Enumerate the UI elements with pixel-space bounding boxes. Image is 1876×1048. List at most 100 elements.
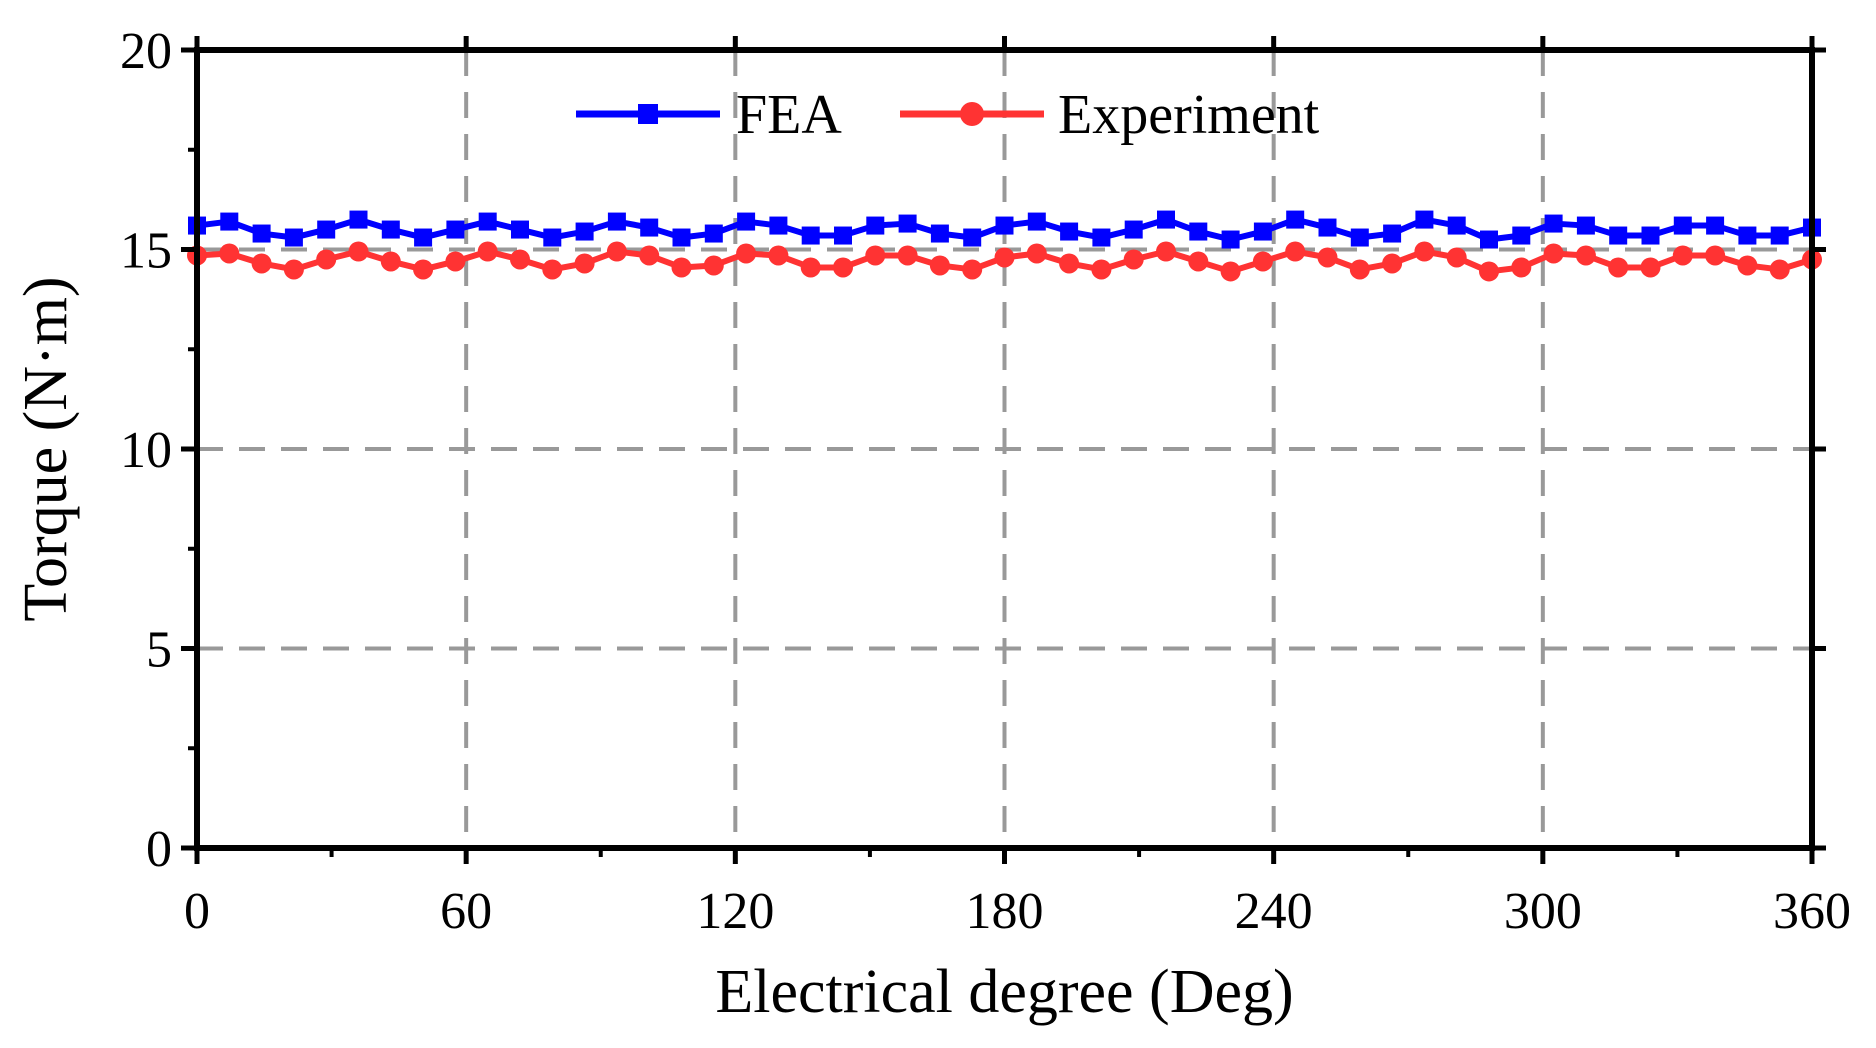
experiment-point <box>1317 247 1338 268</box>
fea-point <box>1770 226 1789 245</box>
x-tick-label: 120 <box>696 883 774 940</box>
experiment-point <box>1414 241 1435 262</box>
experiment-point <box>1252 251 1273 272</box>
experiment-point <box>542 259 563 280</box>
x-tick-label: 0 <box>184 883 210 940</box>
fea-point <box>963 228 982 247</box>
fea-point <box>834 226 852 245</box>
x-tick-label: 300 <box>1504 883 1582 940</box>
experiment-point <box>897 245 918 266</box>
fea-point <box>575 222 594 241</box>
fea-point <box>381 220 400 239</box>
series-layer <box>187 210 1822 282</box>
fea-point <box>1383 224 1402 243</box>
experiment-point <box>1511 257 1532 278</box>
fea-point <box>1221 230 1240 249</box>
experiment-point <box>1091 259 1112 280</box>
experiment-point <box>1705 245 1726 266</box>
experiment-point <box>1156 241 1176 262</box>
fea-point <box>640 218 659 237</box>
fea-point <box>317 220 336 239</box>
experiment-point <box>1026 243 1047 264</box>
experiment-point <box>1123 249 1144 270</box>
experiment-point <box>1285 241 1306 262</box>
fea-point <box>1350 228 1369 247</box>
experiment-point <box>445 251 466 272</box>
experiment-point <box>1737 255 1758 276</box>
fea-point <box>769 216 788 235</box>
experiment-point <box>1575 245 1596 266</box>
fea-point <box>1576 216 1595 235</box>
fea-point <box>995 216 1014 235</box>
fea-point <box>1189 222 1208 241</box>
experiment-point <box>510 249 530 270</box>
fea-point <box>866 216 885 235</box>
fea-point <box>1253 222 1272 241</box>
experiment-point <box>283 259 304 280</box>
experiment-point <box>1769 259 1790 280</box>
experiment-point <box>606 241 627 262</box>
legend-marker-fea <box>638 104 658 124</box>
experiment-point <box>703 255 724 276</box>
tick-labels: 0 60 120 180 240 300 360 0 5 10 15 20 <box>120 23 1851 940</box>
experiment-point <box>348 241 369 262</box>
experiment-point <box>251 253 272 274</box>
experiment-point <box>929 255 950 276</box>
x-tick-label: 60 <box>440 883 492 940</box>
fea-point <box>930 224 949 243</box>
y-tick-label: 0 <box>146 821 172 878</box>
experiment-point <box>833 257 853 278</box>
fea-point <box>543 228 562 247</box>
experiment-point <box>994 247 1015 268</box>
experiment-point <box>316 249 337 270</box>
experiment-point <box>574 253 595 274</box>
fea-point <box>737 212 756 231</box>
fea-point <box>349 210 368 229</box>
experiment-point <box>1382 253 1403 274</box>
y-tick-label: 5 <box>146 622 172 679</box>
x-tick-label: 360 <box>1773 883 1851 940</box>
fea-point <box>446 220 465 239</box>
fea-point <box>478 212 497 231</box>
fea-point <box>1318 218 1337 237</box>
legend: FEA Experiment <box>576 84 1320 146</box>
experiment-point <box>1543 243 1564 264</box>
y-tick-label: 15 <box>120 223 172 280</box>
fea-point <box>1706 216 1725 235</box>
fea-point <box>220 212 239 231</box>
experiment-point <box>1188 251 1209 272</box>
fea-point <box>801 226 820 245</box>
experiment-point <box>639 245 660 266</box>
fea-point <box>252 224 271 243</box>
fea-point <box>284 228 303 247</box>
x-axis-title: Electrical degree (Deg) <box>715 958 1293 1026</box>
fea-point <box>1738 226 1757 245</box>
series-fea <box>188 210 1821 249</box>
experiment-point <box>671 257 692 278</box>
fea-point <box>1415 210 1434 229</box>
experiment-point <box>1446 247 1467 268</box>
legend-item-experiment: Experiment <box>900 84 1320 146</box>
fea-point <box>1286 210 1305 229</box>
legend-label-fea: FEA <box>736 84 842 146</box>
fea-point <box>1124 220 1143 239</box>
fea-point <box>414 228 433 247</box>
experiment-point <box>1220 261 1241 282</box>
legend-label-experiment: Experiment <box>1058 84 1320 146</box>
fea-point <box>1092 228 1111 247</box>
fea-point <box>607 212 626 231</box>
experiment-point <box>1640 257 1661 278</box>
experiment-point <box>1479 261 1499 282</box>
legend-marker-experiment <box>960 102 984 126</box>
fea-point <box>1641 226 1660 245</box>
axis-ticks <box>181 36 1826 864</box>
experiment-point <box>1672 245 1693 266</box>
fea-point <box>1512 226 1531 245</box>
fea-point <box>1673 216 1692 235</box>
x-tick-label: 180 <box>966 883 1044 940</box>
y-axis-title: Torque (N·m) <box>12 276 80 621</box>
fea-point <box>1544 214 1563 233</box>
fea-point <box>511 220 529 239</box>
fea-point <box>1480 230 1498 249</box>
